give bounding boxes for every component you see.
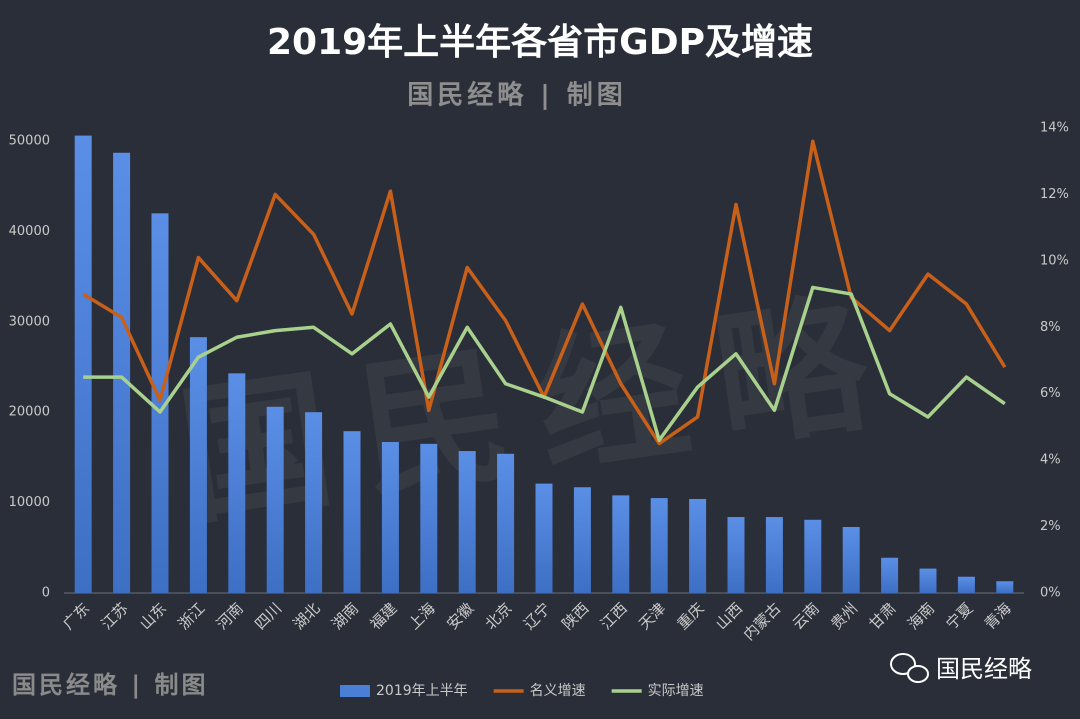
bar xyxy=(573,487,591,593)
bar xyxy=(305,412,323,593)
bar xyxy=(189,337,207,593)
bar xyxy=(996,581,1014,593)
legend-label: 名义增速 xyxy=(530,683,586,699)
y-tick-label: 0 xyxy=(42,586,50,601)
y2-tick-label: 2% xyxy=(1040,519,1061,534)
bar xyxy=(727,517,745,593)
bar xyxy=(381,442,399,593)
y-tick-label: 50000 xyxy=(9,134,50,149)
bar xyxy=(74,135,92,593)
plot-area: 0 10000 20000 30000 40000 50000 0% 2% 4% 6% 8% 10% 1… xyxy=(9,121,1069,700)
line xyxy=(83,285,1006,442)
bar xyxy=(113,152,131,593)
subtitle: 国民经略 | 制图 xyxy=(407,80,627,111)
bar xyxy=(957,576,975,593)
bar xyxy=(881,557,899,593)
bar xyxy=(804,519,822,593)
bar xyxy=(420,443,438,593)
legend-swatch xyxy=(340,685,370,697)
y2-tick-label: 14% xyxy=(1040,121,1069,136)
bar xyxy=(535,483,553,593)
bar xyxy=(266,406,284,593)
bar xyxy=(228,373,246,593)
bar xyxy=(919,568,937,593)
bar xyxy=(343,431,361,593)
y2-tick-label: 12% xyxy=(1040,187,1069,202)
y-tick-label: 20000 xyxy=(9,405,50,420)
y-tick-label: 10000 xyxy=(9,495,50,510)
y-tick-label: 40000 xyxy=(9,224,50,239)
watermark-credit: 国民经略 | 制图 xyxy=(12,671,208,699)
bar xyxy=(689,498,707,593)
bar xyxy=(765,517,783,593)
bar xyxy=(497,453,515,593)
bar xyxy=(458,451,476,593)
bar xyxy=(151,213,169,594)
y2-tick-label: 10% xyxy=(1040,253,1069,268)
y2-tick-label: 6% xyxy=(1040,386,1061,401)
y2-tick-label: 4% xyxy=(1040,453,1061,468)
legend-label: 2019年上半年 xyxy=(376,683,468,699)
y-tick-label: 30000 xyxy=(9,314,50,329)
logo-text: 国民经略 xyxy=(936,655,1032,683)
bar xyxy=(650,498,668,593)
logo-icon xyxy=(890,653,929,683)
bar xyxy=(612,495,630,593)
legend-label: 实际增速 xyxy=(648,683,704,699)
y2-tick-label: 8% xyxy=(1040,320,1061,335)
y2-tick-label: 0% xyxy=(1040,586,1061,601)
bar xyxy=(842,527,860,593)
chart-title: 2019年上半年各省市GDP及增速 xyxy=(267,22,813,63)
